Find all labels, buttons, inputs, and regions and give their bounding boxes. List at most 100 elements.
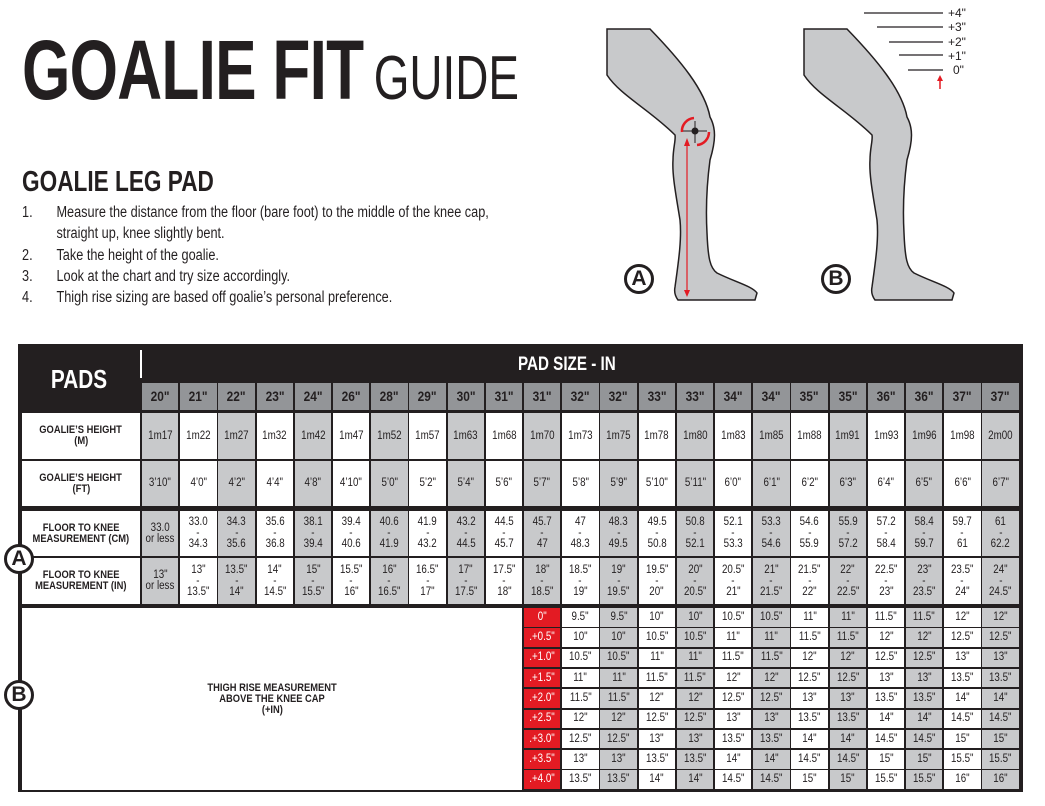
pad-size-header: 36" xyxy=(906,383,943,410)
cell-knee-cm: 55.9-57.2 xyxy=(829,511,866,556)
step: 2. Take the height of the goalie. xyxy=(22,246,219,264)
thigh-rise-cell: 9.5" xyxy=(562,608,599,627)
cell-height-m: 1m93 xyxy=(867,413,905,459)
cell-knee-cm: 45.7-47 xyxy=(524,511,561,556)
cell-height-ft: 6’5" xyxy=(906,461,943,506)
thigh-rise-cell: 13" xyxy=(676,729,714,749)
row-label-knee-cm: FLOOR TO KNEE MEASUREMENT (CM) xyxy=(22,511,140,556)
thigh-rise-cell: 14" xyxy=(715,750,752,769)
cell-height-ft: 3’10" xyxy=(142,461,179,506)
thigh-rise-offset: .+0.5" xyxy=(524,628,561,647)
thigh-rise-cell: 12.5" xyxy=(676,709,714,728)
thigh-rise-cell: 10" xyxy=(638,608,675,627)
cell-height-m: 1m47 xyxy=(333,413,370,459)
thigh-rise-cell: 11" xyxy=(753,628,790,647)
thigh-rise-cell: 15" xyxy=(791,770,828,789)
cell-knee-in: 17.5" -18" xyxy=(485,558,523,604)
thigh-rise-cell: 15.5" xyxy=(944,750,981,769)
cell-knee-cm: 41.9-43.2 xyxy=(409,511,446,556)
thigh-rise-cell: 16" xyxy=(982,770,1019,789)
thigh-rise-cell: 12.5" xyxy=(715,689,752,708)
page-title: GOALIE FIT GUIDE xyxy=(22,22,519,119)
instructions-list: 1. Measure the distance from the floor (b… xyxy=(22,202,489,308)
thigh-rise-cell: 12" xyxy=(906,628,943,647)
pad-size-header: 31" xyxy=(485,383,523,410)
cell-knee-cm: 61-62.2 xyxy=(982,511,1019,556)
thigh-rise-cell: 15.5" xyxy=(982,750,1019,769)
cell-height-m: 1m27 xyxy=(218,413,255,459)
thigh-rise-cell: 15.5" xyxy=(906,770,943,789)
cell-knee-cm: 49.5-50.8 xyxy=(638,511,675,556)
thigh-rise-cell: 12" xyxy=(982,608,1019,627)
cell-knee-in: 16" -16.5" xyxy=(371,558,408,604)
thigh-rise-cell: 14.5" xyxy=(982,709,1019,728)
cell-knee-cm: 54.6-55.9 xyxy=(791,511,828,556)
thigh-rise-cell: 12" xyxy=(753,668,790,688)
thigh-rise-cell: 10" xyxy=(562,628,599,647)
thigh-rise-cell: 14" xyxy=(906,709,943,728)
thigh-rise-cell: 12" xyxy=(791,648,828,668)
thigh-rise-cell: 10.5" xyxy=(638,628,675,647)
pad-size-header: 32" xyxy=(562,383,599,410)
cell-height-m: 1m98 xyxy=(944,413,981,459)
thigh-rise-cell: 12.5" xyxy=(562,729,599,749)
cell-height-m: 1m80 xyxy=(676,413,714,459)
cell-knee-in: 13" -13.5" xyxy=(180,558,217,604)
thigh-rise-lines xyxy=(864,12,943,71)
pad-size-header: 30" xyxy=(447,383,484,410)
cell-knee-in: 18" -18.5" xyxy=(524,558,561,604)
thigh-rise-cell: 13" xyxy=(753,709,790,728)
cell-knee-cm: 35.6-36.8 xyxy=(256,511,293,556)
cell-knee-in: 13" or less xyxy=(142,558,179,604)
cell-knee-cm: 48.3-49.5 xyxy=(600,511,637,556)
thigh-rise-cell: 14.5" xyxy=(867,729,905,749)
pad-size-header: 35" xyxy=(829,383,866,410)
size-chart: PADS PAD SIZE - IN 20" 21" 22" 23" 24" 26" 28"… xyxy=(18,344,1023,792)
thigh-rise-cell: 12.5" xyxy=(944,628,981,647)
thigh-rise-cell: 14" xyxy=(753,750,790,769)
thigh-rise-cell: 15" xyxy=(829,770,866,789)
cell-height-ft: 6’4" xyxy=(867,461,905,506)
cell-knee-cm: 52.1-53.3 xyxy=(715,511,752,556)
cell-height-ft: 5’2" xyxy=(409,461,446,506)
cell-knee-in: 21.5" -22" xyxy=(791,558,828,604)
pad-size-header: 34" xyxy=(715,383,752,410)
thigh-rise-cell: 10.5" xyxy=(562,648,599,668)
cell-knee-in: 13.5" -14" xyxy=(218,558,255,604)
cell-height-ft: 5’0" xyxy=(371,461,408,506)
thigh-rise-cell: 13" xyxy=(829,689,866,708)
thigh-rise-cell: 12" xyxy=(944,608,981,627)
cell-knee-cm: 58.4-59.7 xyxy=(906,511,943,556)
cell-height-ft: 4’4" xyxy=(256,461,293,506)
cell-height-m: 1m85 xyxy=(753,413,790,459)
thigh-rise-cell: 14" xyxy=(791,729,828,749)
cell-knee-cm: 43.2-44.5 xyxy=(447,511,484,556)
label-a-badge: A xyxy=(624,264,654,294)
pad-size-header: 37" xyxy=(944,383,981,410)
marker-b-badge: B xyxy=(4,680,34,710)
cell-knee-cm: 50.8-52.1 xyxy=(676,511,714,556)
thigh-rise-cell: 14.5" xyxy=(753,770,790,789)
thigh-rise-cell: 14" xyxy=(944,689,981,708)
thigh-rise-cell: 12" xyxy=(562,709,599,728)
cell-height-m: 1m42 xyxy=(294,413,332,459)
thigh-rise-cell: 14.5" xyxy=(906,729,943,749)
cell-knee-cm: 33.0-34.3 xyxy=(180,511,217,556)
thigh-rise-cell: 12" xyxy=(715,668,752,688)
cell-knee-cm: 39.4-40.6 xyxy=(333,511,370,556)
thigh-rise-cell: 15" xyxy=(982,729,1019,749)
thigh-rise-offset: .+1.5" xyxy=(524,668,561,688)
thigh-rise-cell: 12.5" xyxy=(829,668,866,688)
cell-height-ft: 5’9" xyxy=(600,461,637,506)
thigh-rise-cell: 11.5" xyxy=(562,689,599,708)
thigh-rise-cell: 14.5" xyxy=(791,750,828,769)
cell-height-ft: 5’10" xyxy=(638,461,675,506)
thigh-rise-cell: 10" xyxy=(600,628,637,647)
thigh-rise-cell: 12.5" xyxy=(982,628,1019,647)
thigh-rise-cell: 12" xyxy=(867,628,905,647)
thigh-rise-cell: 11.5" xyxy=(753,648,790,668)
thigh-rise-cell: 13.5" xyxy=(829,709,866,728)
cell-knee-in: 15.5" -16" xyxy=(333,558,370,604)
thigh-rise-cell: 15" xyxy=(944,729,981,749)
